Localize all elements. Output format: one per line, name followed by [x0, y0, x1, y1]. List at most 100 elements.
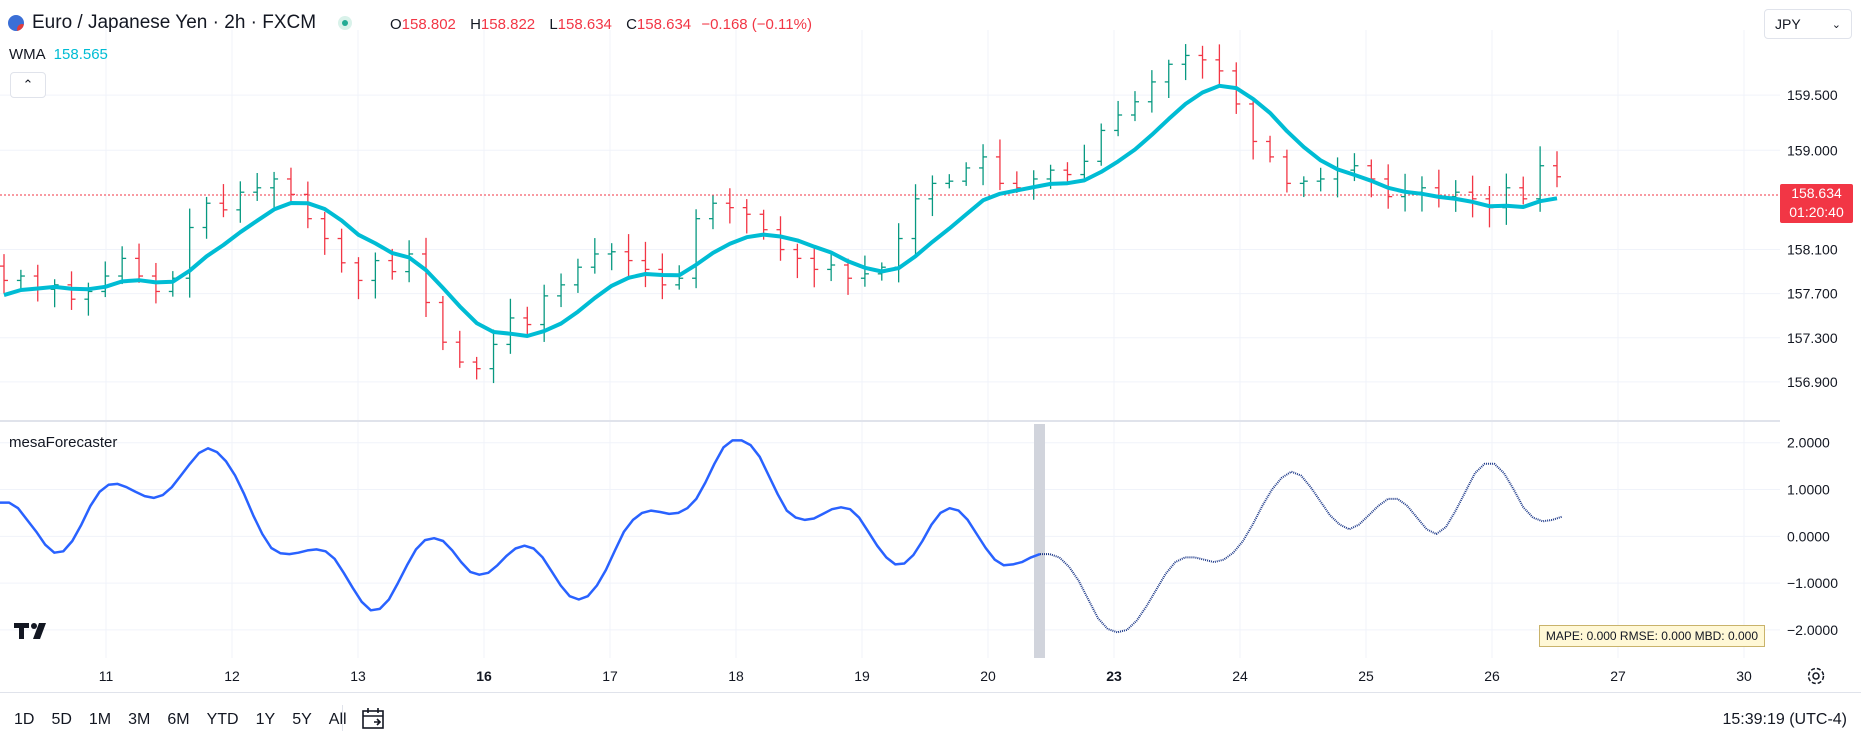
ohlc-bar: [692, 209, 701, 289]
ohlc-bar: [219, 184, 228, 218]
bottom-toolbar: 1D 5D 1M 3M 6M YTD 1Y 5Y All 15:39:19 (U…: [0, 692, 1861, 743]
ohlc-bar: [1063, 162, 1072, 184]
range-6m[interactable]: 6M: [167, 711, 190, 728]
oscillator-line: [0, 439, 1041, 612]
price-tick-label: 157.300: [1787, 330, 1838, 346]
ohlc-bar: [50, 279, 59, 308]
open-value: 158.802: [401, 16, 456, 33]
toolbar-divider: [342, 705, 343, 731]
ohlc-bar: [962, 162, 971, 186]
range-ytd[interactable]: YTD: [206, 711, 239, 728]
ohlc-bar: [1502, 173, 1511, 225]
ohlc-bar: [320, 211, 329, 255]
oscillator-forecast-line: [1040, 462, 1563, 634]
price-tick-label: 159.000: [1787, 142, 1838, 158]
calendar-icon[interactable]: [360, 706, 386, 732]
ohlc-bar: [371, 252, 380, 299]
ohlc-bar: [489, 329, 498, 384]
collapse-legend-button[interactable]: ⌃: [10, 72, 46, 98]
oscillator-title[interactable]: mesaForecaster: [9, 434, 118, 451]
range-1m[interactable]: 1M: [88, 711, 112, 728]
ohlc-bar: [928, 175, 937, 217]
ohlc-bar: [236, 181, 245, 223]
low-value: 158.634: [557, 16, 612, 33]
time-tick-label: 13: [350, 668, 366, 684]
range-5y[interactable]: 5Y: [292, 711, 312, 728]
chevron-up-icon: ⌃: [22, 77, 34, 92]
ohlc-bar: [607, 243, 616, 271]
ohlc-bar: [354, 257, 363, 300]
ohlc-bar: [455, 330, 464, 368]
ohlc-bar: [16, 269, 25, 289]
currency-select[interactable]: JPY ⌄: [1764, 9, 1852, 39]
ohlc-bar: [1266, 135, 1275, 163]
ohlc-bar: [101, 261, 110, 298]
ohlc-bar: [708, 195, 717, 230]
range-5d[interactable]: 5D: [51, 711, 72, 728]
time-tick-label: 25: [1358, 668, 1374, 684]
time-tick-label: 12: [224, 668, 240, 684]
time-tick-label: 17: [602, 668, 618, 684]
high-value: 158.822: [480, 16, 536, 33]
ohlc-bar: [1282, 149, 1291, 193]
chevron-down-icon: ⌄: [1831, 18, 1841, 31]
forecast-divider: [1034, 424, 1045, 658]
range-3m[interactable]: 3M: [128, 711, 151, 728]
ohlc-bar: [0, 254, 8, 294]
time-tick-label: 11: [99, 668, 114, 684]
symbol-info[interactable]: Euro / Japanese Yen · 2h · FXCM: [8, 12, 353, 34]
time-tick-label: 26: [1484, 668, 1500, 684]
oscillator-tick-label: 1.0000: [1787, 482, 1830, 498]
ohlc-bar: [573, 258, 582, 293]
gear-icon[interactable]: [1806, 666, 1826, 686]
bar-countdown: 01:20:40: [1789, 204, 1844, 220]
ohlc-bar: [827, 251, 836, 282]
range-1y[interactable]: 1Y: [255, 711, 276, 728]
ohlc-bar: [185, 208, 194, 298]
oscillator-tick-label: −2.0000: [1787, 622, 1838, 638]
price-axis: 159.500 159.000 158.100 157.700 157.300 156.9…: [1787, 87, 1838, 390]
ohlc-bar: [523, 306, 532, 337]
price-tick-label: 156.900: [1787, 374, 1838, 390]
ohlc-bar: [624, 234, 633, 280]
chart-header: Euro / Japanese Yen · 2h · FXCM O158.802…: [0, 0, 1780, 50]
tradingview-logo-icon[interactable]: [14, 620, 54, 642]
wma-line: [3, 83, 1558, 338]
ohlc-bar: [1299, 176, 1308, 198]
ohlc-bar: [590, 238, 599, 274]
time-tick-label: 23: [1106, 668, 1122, 684]
close-label: C: [626, 16, 637, 33]
ohlc-bar: [1519, 176, 1528, 205]
range-all[interactable]: All: [328, 711, 347, 728]
ohlc-bar: [1181, 44, 1190, 81]
change-value: −0.168 (−0.11%): [701, 16, 812, 33]
ohlc-bar: [995, 139, 1004, 191]
symbol-title: Euro / Japanese Yen · 2h · FXCM: [32, 12, 317, 33]
ohlc-bar: [1215, 44, 1224, 86]
range-buttons: 1D 5D 1M 3M 6M YTD 1Y 5Y All: [14, 711, 364, 729]
wma-legend[interactable]: WMA 158.565: [9, 46, 108, 63]
time-tick-label: 16: [476, 668, 492, 684]
range-1d[interactable]: 1D: [14, 711, 35, 728]
last-price-badge: 158.634 01:20:40: [1780, 184, 1853, 223]
status-dot-icon[interactable]: [338, 16, 353, 30]
timezone-clock[interactable]: 15:39:19 (UTC-4): [1722, 711, 1848, 728]
ohlc-bar: [1080, 144, 1089, 182]
grid-lines: [0, 30, 1780, 658]
ohlc-bar: [472, 356, 481, 380]
time-axis: 11 12 13 16 17 18 19 20 23 24 25 26 27 30: [99, 668, 1752, 684]
price-bars: [0, 44, 1561, 384]
ohlc-bar: [270, 171, 279, 208]
ohlc-bar: [911, 184, 920, 257]
time-tick-label: 19: [854, 668, 870, 684]
low-label: L: [549, 16, 558, 33]
ohlc-values: O158.802 H158.822 L158.634 C158.634 −0.1…: [380, 16, 812, 33]
time-tick-label: 30: [1736, 668, 1752, 684]
ohlc-bar: [844, 258, 853, 295]
ohlc-bar: [1147, 70, 1156, 113]
ohlc-bar: [557, 273, 566, 308]
close-value: 158.634: [636, 16, 692, 33]
currency-label: JPY: [1775, 16, 1801, 32]
ohlc-bar: [641, 241, 650, 288]
